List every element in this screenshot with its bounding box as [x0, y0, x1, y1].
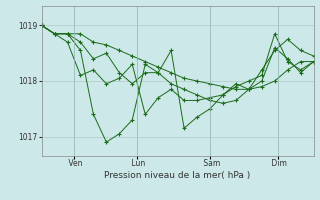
X-axis label: Pression niveau de la mer( hPa ): Pression niveau de la mer( hPa ): [104, 171, 251, 180]
